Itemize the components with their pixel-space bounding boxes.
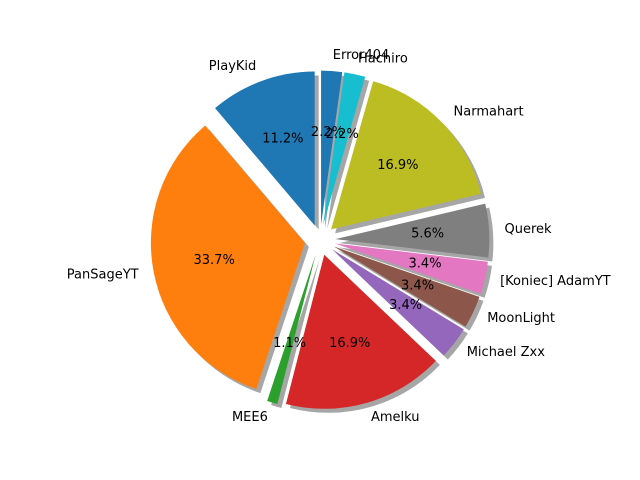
- slice-percent-querek: 5.6%: [411, 226, 444, 241]
- slice-playkid: [215, 71, 315, 226]
- slice-shadow-hachiro: [327, 76, 370, 229]
- slice-label-koniec-adamyt: [Koniec] AdamYT: [500, 274, 611, 289]
- slice-percent-michael-zxx: 3.4%: [389, 298, 422, 313]
- slice-querek: [335, 203, 490, 258]
- slice-label-querek: Querek: [505, 222, 553, 237]
- slice-percentages: 11.2% 33.7% 1.1% 16.9% 3.4% 3.4% 3.4% 5.6% 16.9%…: [194, 125, 445, 351]
- slice-label-michael-zxx: Michael Zxx: [467, 345, 546, 360]
- slice-percent-amelku: 16.9%: [329, 336, 370, 351]
- slice-shadow-koniec-adamyt: [339, 247, 492, 298]
- slice-moonlight: [333, 246, 480, 327]
- slice-label-pansageyt: PanSageYT: [67, 268, 139, 283]
- slice-percent-narmahart: 16.9%: [377, 158, 418, 173]
- slice-label-playkid: PlayKid: [209, 59, 257, 74]
- slice-labels: PlayKid PanSageYT MEE6 Amelku Michael Zxx Moo…: [67, 48, 611, 425]
- slice-narmahart: [331, 81, 481, 230]
- slice-percent-playkid: 11.2%: [262, 131, 303, 146]
- slice-amelku: [285, 254, 436, 409]
- slices: [150, 70, 490, 409]
- slice-percent-hachiro: 2.2%: [326, 127, 359, 142]
- slice-percent-mee6: 1.1%: [273, 336, 306, 351]
- slice-mee6: [267, 254, 316, 404]
- slice-label-moonlight: MoonLight: [487, 311, 555, 326]
- slice-michael-zxx: [332, 249, 464, 356]
- slice-percent-moonlight: 3.4%: [401, 278, 434, 293]
- slice-label-amelku: Amelku: [371, 410, 420, 425]
- slice-hachiro: [323, 72, 366, 225]
- slice-label-hachiro: Hachiro: [358, 52, 408, 67]
- slice-label-narmahart: Narmahart: [454, 105, 524, 120]
- slice-koniec-adamyt: [335, 243, 488, 294]
- slice-percent-pansageyt: 33.7%: [194, 253, 235, 268]
- slice-label-mee6: MEE6: [232, 410, 268, 425]
- slice-percent-koniec-adamyt: 3.4%: [409, 257, 442, 272]
- slice-percent-error404: 2.2%: [311, 125, 344, 140]
- slice-pansageyt: [150, 125, 305, 390]
- slice-label-error404: Error404: [333, 48, 390, 63]
- slice-error404: [321, 70, 343, 225]
